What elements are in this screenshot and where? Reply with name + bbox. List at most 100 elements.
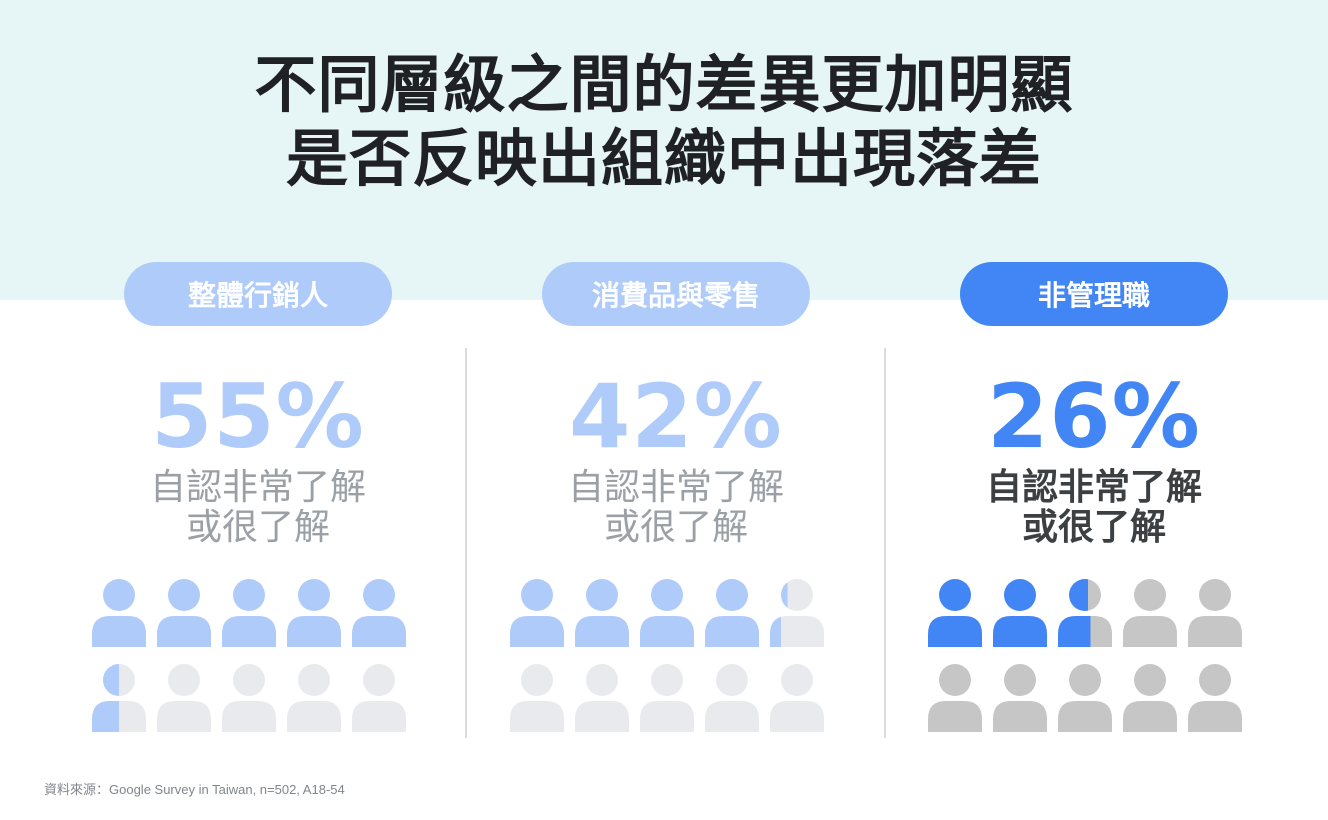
person-body bbox=[157, 701, 211, 732]
description-line: 自認非常了解 bbox=[149, 467, 366, 508]
person-head bbox=[1199, 664, 1231, 696]
person-icon bbox=[928, 664, 982, 732]
person-icon bbox=[510, 579, 564, 647]
person-body bbox=[222, 701, 276, 732]
panel-divider bbox=[884, 348, 886, 738]
person-body bbox=[352, 701, 406, 732]
person-icon bbox=[770, 664, 824, 732]
person-head bbox=[586, 579, 618, 611]
person-body bbox=[1188, 616, 1242, 647]
person-body bbox=[993, 701, 1047, 732]
person-icon bbox=[705, 664, 759, 732]
person-head bbox=[651, 664, 683, 696]
person-icon bbox=[1188, 579, 1242, 647]
source-note: 資料來源：Google Survey in Taiwan, n=502, A18… bbox=[44, 782, 345, 797]
person-icon bbox=[575, 664, 629, 732]
person-icon bbox=[352, 579, 406, 647]
person-head bbox=[233, 579, 265, 611]
person-body bbox=[1123, 616, 1177, 647]
percentage-description: 自認非常了解 或很了解 bbox=[898, 468, 1290, 548]
percentage-description: 自認非常了解 或很了解 bbox=[480, 468, 872, 548]
person-body bbox=[575, 616, 629, 647]
person-icon bbox=[222, 579, 276, 647]
person-icon bbox=[575, 579, 629, 647]
title-line-2: 是否反映出組織中出現落差 bbox=[285, 122, 1042, 195]
person-icon bbox=[157, 664, 211, 732]
person-icon bbox=[640, 579, 694, 647]
person-icon-grid bbox=[928, 579, 1242, 732]
person-head bbox=[103, 664, 135, 696]
person-icon bbox=[510, 664, 564, 732]
person-body bbox=[1058, 616, 1112, 647]
person-body bbox=[157, 616, 211, 647]
person-icon-grid bbox=[92, 579, 406, 732]
person-icon bbox=[770, 579, 824, 647]
person-body bbox=[705, 701, 759, 732]
title-line-1: 不同層級之間的差異更加明顯 bbox=[254, 48, 1074, 121]
person-head bbox=[939, 664, 971, 696]
header-background bbox=[0, 0, 1328, 300]
person-icon bbox=[352, 664, 406, 732]
person-body bbox=[928, 616, 982, 647]
person-head bbox=[298, 664, 330, 696]
person-icon-grid bbox=[510, 579, 824, 732]
group-label-pill: 整體行銷人 bbox=[124, 262, 392, 326]
person-head bbox=[521, 579, 553, 611]
group-label-pill: 消費品與零售 bbox=[542, 262, 810, 326]
person-icon bbox=[222, 664, 276, 732]
person-head bbox=[1004, 579, 1036, 611]
person-body bbox=[640, 701, 694, 732]
percentage-value: 26% bbox=[987, 365, 1201, 468]
person-icon bbox=[993, 664, 1047, 732]
group-panel-overall: 整體行銷人 55% 自認非常了解 或很了解 bbox=[62, 262, 480, 742]
person-body bbox=[1188, 701, 1242, 732]
group-panel-non-management: 非管理職 26% 自認非常了解 或很了解 bbox=[898, 262, 1316, 742]
person-icon bbox=[1123, 579, 1177, 647]
person-icon bbox=[287, 664, 341, 732]
panel-divider bbox=[465, 348, 467, 738]
description-line: 或很了解 bbox=[1021, 507, 1166, 548]
person-body bbox=[640, 616, 694, 647]
page-title: 不同層級之間的差異更加明顯 是否反映出組織中出現落差 bbox=[0, 48, 1328, 196]
person-body bbox=[352, 616, 406, 647]
person-body bbox=[510, 701, 564, 732]
person-head bbox=[168, 664, 200, 696]
person-body bbox=[705, 616, 759, 647]
person-head bbox=[1134, 664, 1166, 696]
person-icon bbox=[705, 579, 759, 647]
person-head bbox=[781, 579, 813, 611]
person-body bbox=[287, 616, 341, 647]
description-line: 自認非常了解 bbox=[567, 467, 784, 508]
person-head bbox=[1199, 579, 1231, 611]
percentage-value: 55% bbox=[151, 365, 365, 468]
person-body bbox=[575, 701, 629, 732]
description-line: 或很了解 bbox=[603, 507, 748, 548]
person-icon bbox=[92, 579, 146, 647]
person-body bbox=[510, 616, 564, 647]
person-head bbox=[298, 579, 330, 611]
person-head bbox=[363, 664, 395, 696]
person-head bbox=[716, 664, 748, 696]
person-icon bbox=[928, 579, 982, 647]
person-head bbox=[363, 579, 395, 611]
person-head bbox=[651, 579, 683, 611]
person-head bbox=[1069, 579, 1101, 611]
person-icon bbox=[1123, 664, 1177, 732]
person-body bbox=[92, 701, 146, 732]
person-head bbox=[1134, 579, 1166, 611]
person-icon bbox=[1058, 579, 1112, 647]
person-icon bbox=[993, 579, 1047, 647]
person-icon bbox=[92, 664, 146, 732]
person-icon bbox=[157, 579, 211, 647]
person-head bbox=[716, 579, 748, 611]
group-panel-consumer-retail: 消費品與零售 42% 自認非常了解 或很了解 bbox=[480, 262, 898, 742]
person-body bbox=[928, 701, 982, 732]
person-body bbox=[92, 616, 146, 647]
percentage-description: 自認非常了解 或很了解 bbox=[62, 468, 454, 548]
person-body bbox=[287, 701, 341, 732]
description-line: 自認非常了解 bbox=[985, 467, 1202, 508]
person-head bbox=[103, 579, 135, 611]
person-head bbox=[586, 664, 618, 696]
person-body bbox=[770, 616, 824, 647]
description-line: 或很了解 bbox=[185, 507, 330, 548]
